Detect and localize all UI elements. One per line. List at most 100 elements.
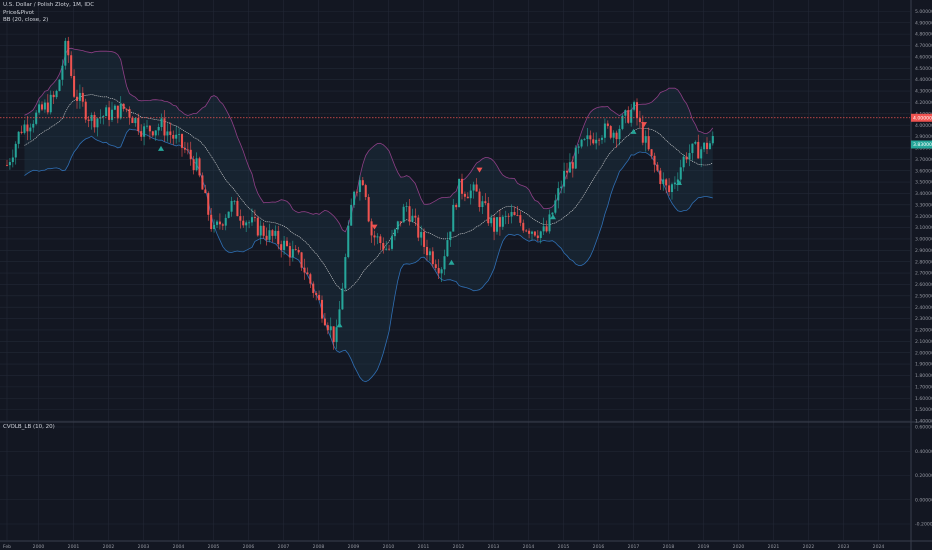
x-tick-label: 2021 [768, 544, 780, 550]
candle-body [49, 94, 52, 113]
candle-body [528, 230, 531, 234]
candle-body [277, 230, 280, 245]
candle-body [554, 200, 557, 213]
pivot-indicator-label[interactable]: Price&Pivot [3, 9, 35, 16]
candle-body [285, 240, 289, 247]
candle-body [568, 162, 571, 173]
candle-body [315, 293, 318, 295]
candle-body [259, 225, 262, 236]
candle-body [367, 197, 370, 222]
candle-body [548, 214, 551, 232]
candle-body [466, 196, 469, 199]
candle-body [565, 170, 569, 173]
bb-basis-line [24, 94, 713, 292]
candle-body [11, 157, 14, 163]
candle-body [46, 102, 49, 113]
candle-body [697, 141, 700, 159]
candle-body [245, 222, 248, 226]
candle-body [207, 193, 210, 215]
x-tick-label: 2001 [68, 544, 80, 550]
candle-body [396, 221, 399, 230]
candle-body [490, 217, 493, 224]
candle-body [670, 184, 674, 193]
candle-body [233, 200, 236, 202]
candle-body [347, 225, 350, 258]
candle-body [425, 246, 429, 256]
y-tick-label: 4.90000 [915, 20, 932, 26]
x-tick-label: 2012 [453, 544, 465, 550]
x-tick-label: 2004 [173, 544, 185, 550]
x-tick-label: 2000 [33, 544, 45, 550]
candle-body [332, 326, 335, 343]
pivot-marker [448, 259, 455, 265]
candle-body [300, 252, 303, 268]
x-tick-label: 2022 [803, 544, 815, 550]
candle-body [213, 224, 216, 230]
x-tick-label: Feb [3, 544, 11, 550]
candle-body [458, 178, 461, 208]
bb-upper-line [24, 47, 714, 233]
candle-body [128, 109, 131, 118]
candle-body [621, 115, 624, 129]
candle-body [163, 118, 166, 136]
candle-body [61, 65, 64, 80]
candle-body [358, 180, 361, 193]
pivot-marker [550, 214, 556, 220]
pivot-marker [158, 145, 164, 151]
y-tick-label: 2.70000 [915, 271, 932, 277]
candle-body [201, 175, 204, 190]
candle-body [262, 225, 265, 236]
x-tick-label: 2003 [138, 544, 150, 550]
y-tick-label: 2.00000 [915, 350, 932, 356]
x-tick-label: 2024 [873, 544, 885, 550]
candle-body [256, 217, 259, 236]
candle-body [665, 179, 668, 186]
candle-body [110, 109, 114, 120]
indicator-legend[interactable]: CVOLB_LB (10, 20) [3, 424, 55, 430]
candle-body [676, 179, 679, 183]
x-tick-label: 2017 [628, 544, 640, 550]
candle-body [145, 125, 149, 127]
candle-body [539, 231, 542, 238]
x-tick-label: 2011 [418, 544, 430, 550]
candle-body [14, 143, 17, 158]
candle-body [583, 139, 586, 140]
candle-body [70, 55, 73, 76]
candle-body [638, 118, 641, 123]
candle-body [685, 156, 688, 160]
candle-body [504, 215, 507, 217]
candle-body [373, 235, 376, 238]
candle-body [318, 294, 321, 300]
x-tick-label: 2016 [593, 544, 605, 550]
candle-body [96, 118, 99, 128]
symbol-title[interactable]: U.S. Dollar / Polish Zloty, 1M, IDC [3, 2, 95, 8]
candle-body [78, 92, 81, 101]
candle-body [364, 185, 367, 198]
candle-body [533, 231, 536, 236]
pivot-marker [476, 167, 483, 173]
candle-body [271, 230, 274, 236]
candle-body [385, 248, 388, 250]
candle-body [274, 230, 277, 236]
candle-body [137, 117, 140, 132]
candle-body [87, 119, 90, 121]
candle-body [81, 92, 84, 102]
candle-body [379, 236, 382, 243]
y-tick-label: 4.00000 [915, 123, 932, 129]
candle-body [411, 215, 414, 222]
candle-body [8, 162, 11, 166]
candle-body [169, 131, 172, 136]
bollinger-bands-label[interactable]: BB (20, close, 2) [3, 17, 49, 23]
candle-body [341, 288, 344, 310]
y-tick-label: 3.00000 [915, 237, 932, 243]
y-tick-label: 2.90000 [915, 248, 932, 254]
candle-body [679, 167, 682, 180]
